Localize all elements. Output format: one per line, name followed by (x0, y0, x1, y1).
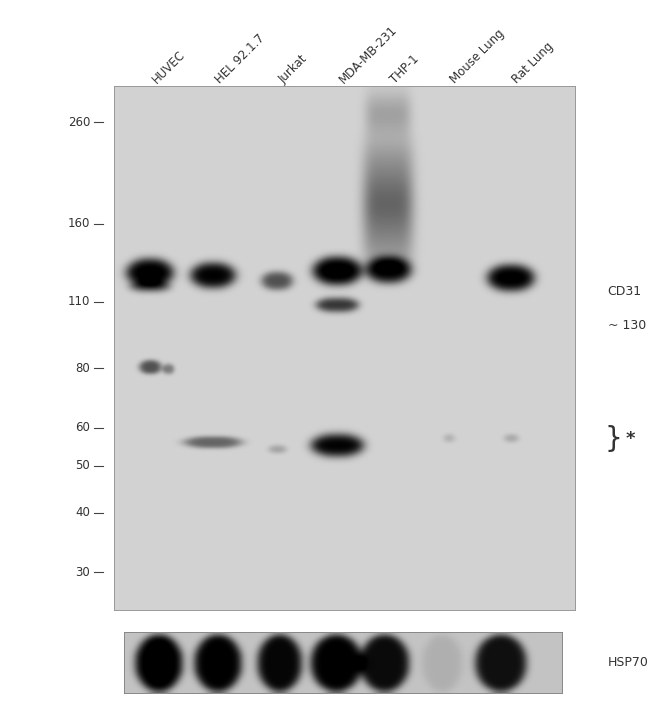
Text: 30: 30 (75, 566, 90, 579)
Text: Jurkat: Jurkat (277, 52, 311, 86)
Text: MDA-MB-231: MDA-MB-231 (337, 23, 400, 86)
Text: CD31: CD31 (608, 285, 642, 298)
Text: Mouse Lung: Mouse Lung (448, 26, 507, 86)
Text: HEL 92.1.7: HEL 92.1.7 (213, 31, 267, 86)
Text: 60: 60 (75, 421, 90, 435)
Text: *: * (626, 430, 636, 448)
Text: 260: 260 (68, 116, 90, 129)
Text: 160: 160 (68, 217, 90, 230)
Text: }: } (604, 425, 622, 453)
Text: THP-1: THP-1 (388, 52, 422, 86)
Text: 40: 40 (75, 506, 90, 519)
Text: 80: 80 (75, 361, 90, 375)
Text: ~ 130 kDa: ~ 130 kDa (608, 319, 650, 332)
Text: Rat Lung: Rat Lung (510, 39, 556, 86)
Text: 50: 50 (75, 460, 90, 473)
Text: HSP70: HSP70 (608, 655, 649, 669)
Text: HUVEC: HUVEC (150, 48, 188, 86)
Text: 110: 110 (68, 295, 90, 308)
